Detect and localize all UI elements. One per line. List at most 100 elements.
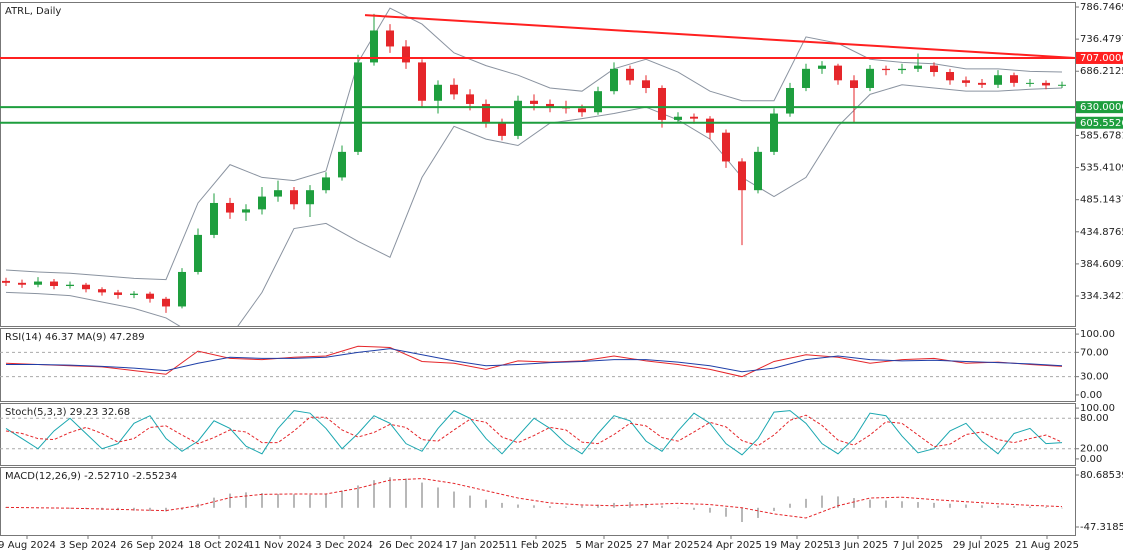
- macd-bar: [853, 498, 855, 508]
- x-tick-label: 24 Apr 2025: [700, 540, 762, 551]
- candle-body: [1010, 75, 1018, 83]
- macd-bar: [901, 501, 903, 508]
- macd-bar: [725, 507, 727, 517]
- candle-body: [18, 282, 26, 285]
- candle-body: [610, 68, 618, 92]
- macd-bar: [1061, 507, 1063, 509]
- line-series: [5, 478, 1063, 519]
- x-tick-label: 29 Jul 2025: [953, 540, 1010, 551]
- candle-body: [386, 30, 394, 47]
- candle-body: [802, 68, 810, 88]
- macd-bar: [597, 504, 599, 508]
- macd-bar: [277, 493, 279, 508]
- level-label-box: [1076, 101, 1123, 114]
- macd-bar: [469, 495, 471, 508]
- candle-body: [594, 91, 602, 113]
- macd-bar: [485, 499, 487, 508]
- y-tick-label: 686.2125: [1080, 66, 1123, 77]
- candle-body: [338, 151, 346, 178]
- candle-body: [786, 87, 794, 114]
- macd-bar: [1029, 506, 1031, 508]
- candle-body: [738, 161, 746, 191]
- macd-bar: [149, 507, 151, 512]
- candle-body: [866, 68, 874, 88]
- macd-bar: [165, 507, 167, 512]
- y-tick-label: -47.31854: [1080, 522, 1123, 533]
- macd-bar: [933, 502, 935, 508]
- x-tick-label: 5 Mar 2025: [575, 540, 632, 551]
- x-tick-label: 26 Dec 2024: [379, 540, 443, 551]
- level-label-box: [1076, 51, 1123, 64]
- macd-bar: [997, 505, 999, 508]
- macd-bar: [645, 503, 647, 508]
- candle-body: [370, 30, 378, 63]
- candle-body: [274, 190, 282, 197]
- rsi-panel: [0, 328, 1076, 402]
- candle-body: [898, 68, 906, 71]
- candle-body: [242, 209, 250, 213]
- candle-body: [450, 84, 458, 95]
- candle-body: [530, 100, 538, 104]
- candle-body: [418, 62, 426, 101]
- macd-bar: [213, 497, 215, 508]
- panel-title: MACD(12,26,9) -2.52710 -2.55234: [5, 471, 177, 482]
- candle-body: [178, 271, 186, 307]
- candle-body: [1058, 84, 1066, 86]
- x-tick-label: 11 Feb 2025: [505, 540, 567, 551]
- macd-bar: [357, 485, 359, 508]
- panel-title: ATRL, Daily: [5, 6, 61, 17]
- candle-body: [930, 65, 938, 73]
- x-tick-label: 9 Aug 2024: [0, 540, 56, 551]
- level-label: 707.0000: [1080, 53, 1123, 64]
- macd-bar: [837, 496, 839, 508]
- y-tick-label: 70.00: [1080, 347, 1109, 358]
- line-series: [5, 345, 1063, 378]
- candle-body: [514, 100, 522, 136]
- y-tick-label: 585.6781: [1080, 130, 1123, 141]
- macd-bar: [949, 503, 951, 508]
- macd-bar: [309, 494, 311, 508]
- candle-body: [754, 151, 762, 191]
- macd-bar: [757, 507, 759, 518]
- candle-body: [290, 190, 298, 205]
- y-tick-label: 384.6093: [1080, 259, 1123, 270]
- macd-bar: [661, 505, 663, 508]
- macd-bar: [565, 506, 567, 508]
- candle-body: [258, 196, 266, 210]
- candle-body: [578, 108, 586, 113]
- macd-bar: [677, 507, 679, 509]
- y-tick-label: 535.4109: [1080, 163, 1123, 174]
- x-tick-label: 27 Mar 2025: [636, 540, 699, 551]
- candle-body: [626, 68, 634, 81]
- candle-body: [82, 284, 90, 290]
- x-tick-label: 3 Dec 2024: [315, 540, 373, 551]
- candle-body: [114, 292, 122, 295]
- candle-body: [194, 234, 202, 272]
- macd-bar: [405, 478, 407, 508]
- macd-bar: [53, 507, 55, 509]
- candle-body: [2, 280, 10, 283]
- candle-body: [914, 65, 922, 69]
- macd-bar: [389, 477, 391, 508]
- candle-body: [770, 113, 778, 152]
- y-tick-label: 100.00: [1080, 329, 1115, 340]
- line-series: [5, 7, 1063, 281]
- macd-bar: [805, 498, 807, 508]
- macd-bar: [373, 480, 375, 508]
- macd-bar: [1045, 506, 1047, 508]
- macd-bar: [821, 495, 823, 508]
- candle-body: [466, 94, 474, 104]
- x-tick-label: 7 Jul 2025: [893, 540, 943, 551]
- panel-title: Stoch(5,3,3) 29.23 32.68: [5, 407, 130, 418]
- stoch-panel: [0, 403, 1076, 466]
- x-tick-label: 11 Nov 2024: [248, 540, 312, 551]
- candle-body: [98, 289, 106, 293]
- x-tick-label: 19 May 2025: [764, 540, 829, 551]
- y-tick-label: 100.00: [1080, 403, 1115, 414]
- candle-body: [978, 82, 986, 85]
- macd-panel: [0, 467, 1076, 536]
- macd-bar: [789, 503, 791, 508]
- candle-body: [50, 281, 58, 287]
- x-tick-label: 13 Jun 2025: [828, 540, 888, 551]
- macd-bar: [181, 507, 183, 510]
